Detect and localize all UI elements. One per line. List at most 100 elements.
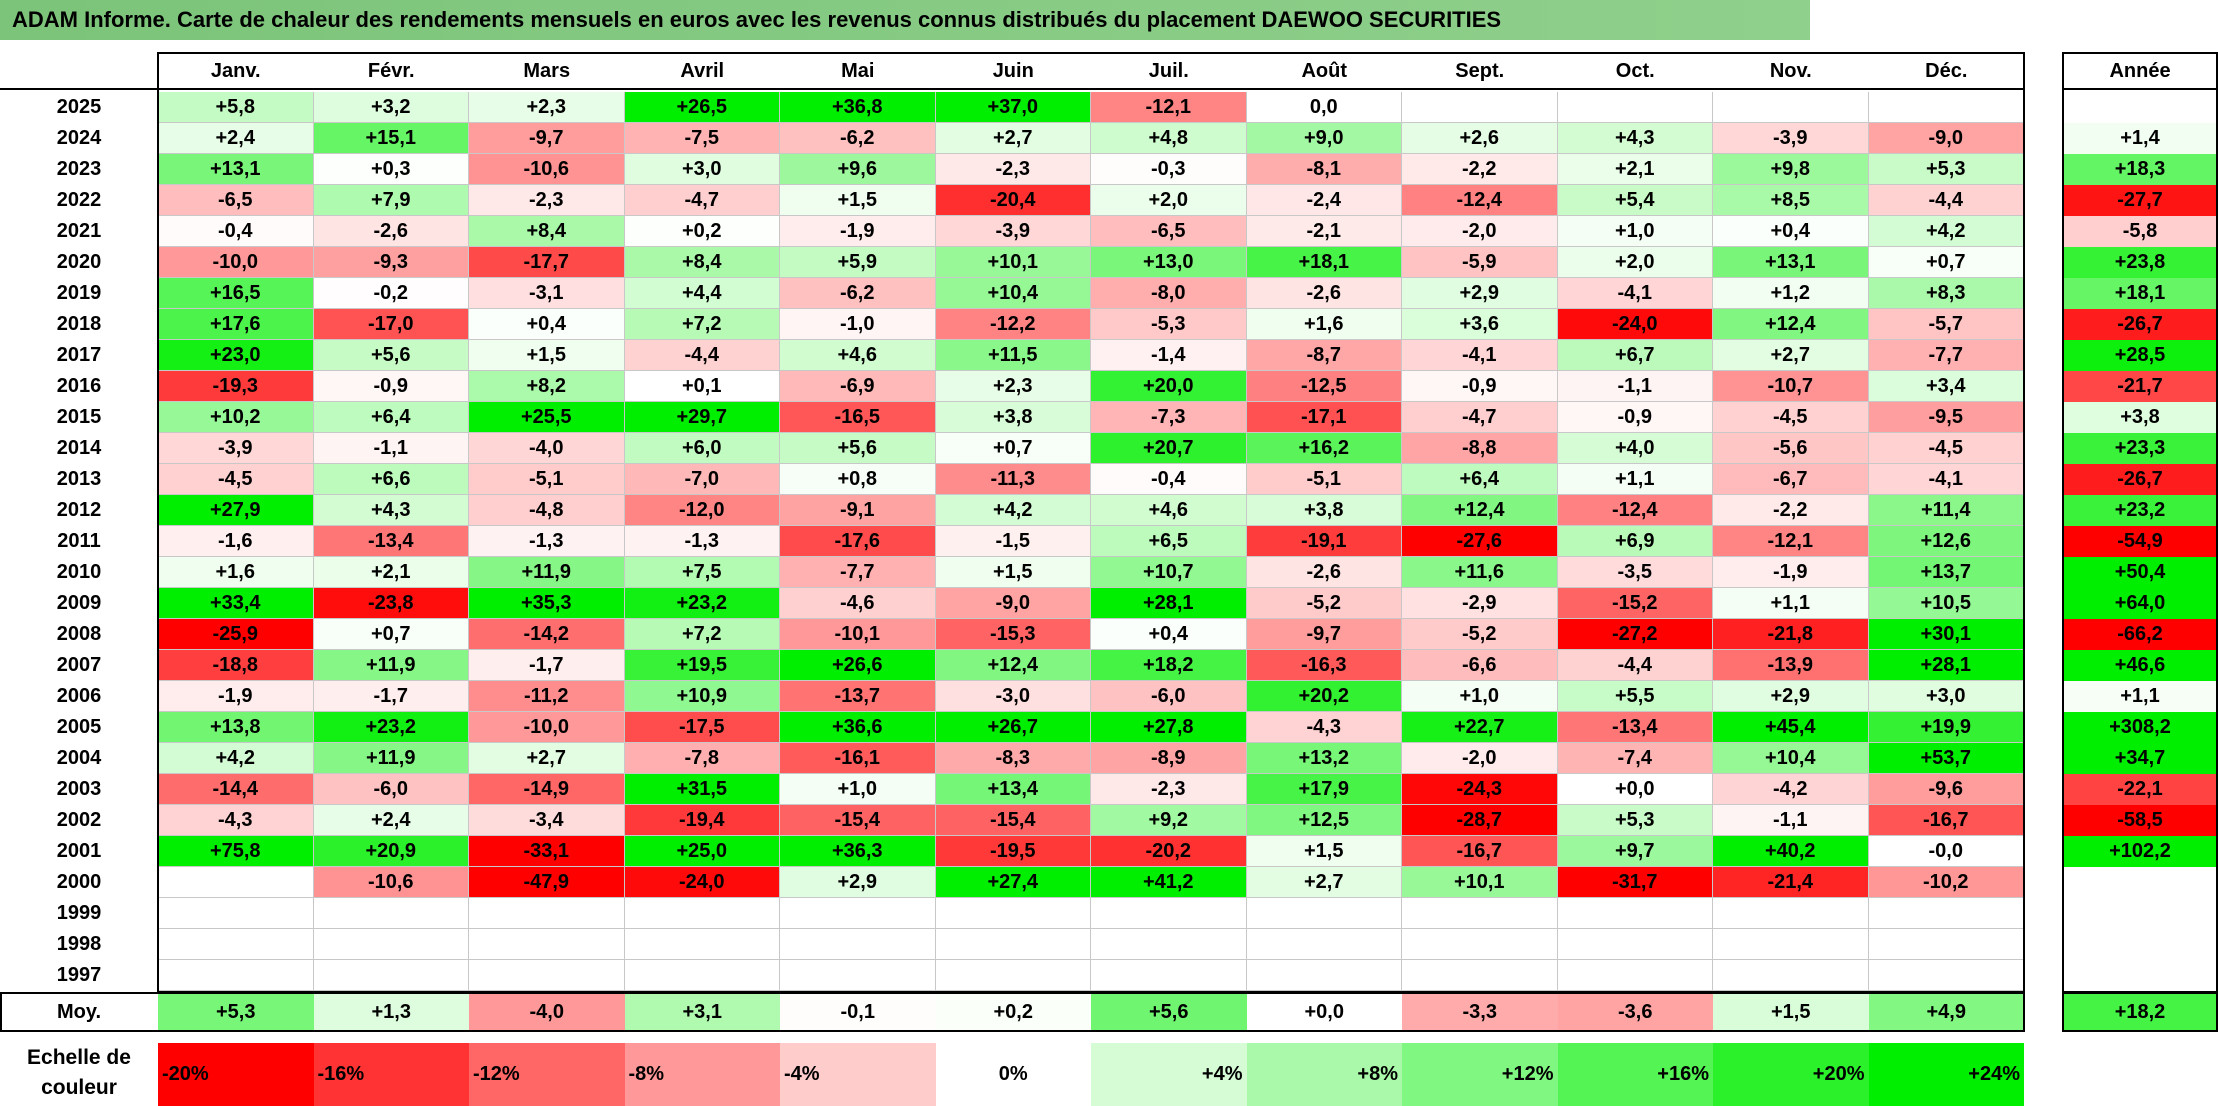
year-label: 1997 (0, 960, 158, 991)
heatmap-cell: -13,4 (1557, 712, 1713, 743)
heatmap-cell: -17,5 (624, 712, 780, 743)
heatmap-cell: +0,4 (469, 309, 625, 340)
heatmap-cell: -2,6 (313, 216, 469, 247)
heatmap-cell: +8,3 (1868, 278, 2024, 309)
legend-stop: -8% (624, 1043, 780, 1106)
heatmap-cell: -5,1 (469, 464, 625, 495)
heatmap-cell: +3,6 (1402, 309, 1558, 340)
annual-cell: +46,6 (2062, 650, 2218, 681)
heatmap-cell: +3,8 (935, 402, 1091, 433)
heatmap-cell: +10,5 (1868, 588, 2024, 619)
heatmap-cell: +16,2 (1246, 433, 1402, 464)
heatmap-cell: +5,9 (780, 247, 936, 278)
year-label: 2008 (0, 619, 158, 650)
heatmap-cell: +0,8 (780, 464, 936, 495)
heatmap-cell: -2,6 (1246, 557, 1402, 588)
heatmap-cell: +36,3 (780, 836, 936, 867)
heatmap-cell: +23,2 (313, 712, 469, 743)
heatmap-cell: +26,6 (780, 650, 936, 681)
heatmap-cell: -9,0 (1868, 123, 2024, 154)
heatmap-cell: -6,5 (158, 185, 314, 216)
column-header: Févr. (313, 52, 469, 90)
heatmap-cell: +2,9 (1713, 681, 1869, 712)
year-label: 2013 (0, 464, 158, 495)
heatmap-cell (1868, 960, 2024, 991)
heatmap-cell: +27,9 (158, 495, 314, 526)
heatmap-cell (1091, 898, 1247, 929)
average-cell: +1,5 (1713, 994, 1869, 1030)
heatmap-cell: -2,3 (1091, 774, 1247, 805)
heatmap-cell: +22,7 (1402, 712, 1558, 743)
heatmap-cell: +10,2 (158, 402, 314, 433)
heatmap-cell: -9,6 (1868, 774, 2024, 805)
heatmap-cell: -1,0 (780, 309, 936, 340)
heatmap-cell: +7,2 (624, 309, 780, 340)
heatmap-cell: -5,9 (1402, 247, 1558, 278)
heatmap-cell (624, 929, 780, 960)
heatmap-cell: -6,7 (1713, 464, 1869, 495)
heatmap-cell (1091, 960, 1247, 991)
heatmap-cell: +9,0 (1246, 123, 1402, 154)
heatmap-cell: +2,7 (1246, 867, 1402, 898)
legend-stop: +20% (1713, 1043, 1869, 1106)
heatmap-cell: -9,7 (1246, 619, 1402, 650)
heatmap-cell (1246, 960, 1402, 991)
heatmap-cell: -17,0 (313, 309, 469, 340)
heatmap-cell: +19,5 (624, 650, 780, 681)
year-column-header: Année (2062, 52, 2218, 90)
heatmap-cell: +0,1 (624, 371, 780, 402)
annual-cell (2062, 929, 2218, 960)
year-label: 2002 (0, 805, 158, 836)
heatmap-cell: -27,2 (1557, 619, 1713, 650)
heatmap-cell: -12,4 (1402, 185, 1558, 216)
column-header: Nov. (1713, 52, 1869, 90)
heatmap-cell (1713, 92, 1869, 123)
year-label: 2004 (0, 743, 158, 774)
heatmap-cell: -0,9 (1557, 402, 1713, 433)
heatmap-cell: +75,8 (158, 836, 314, 867)
heatmap-cell: -13,7 (780, 681, 936, 712)
heatmap-cell: +28,1 (1091, 588, 1247, 619)
heatmap-cell (1557, 92, 1713, 123)
heatmap-cell: -0,9 (1402, 371, 1558, 402)
heatmap-cell: -16,7 (1402, 836, 1558, 867)
heatmap-cell (1246, 929, 1402, 960)
heatmap-cell: +5,6 (780, 433, 936, 464)
heatmap-cell: +18,2 (1091, 650, 1247, 681)
heatmap-cell: +10,1 (935, 247, 1091, 278)
heatmap-cell: +6,9 (1557, 526, 1713, 557)
heatmap-cell: -20,4 (935, 185, 1091, 216)
heatmap-cell: +2,0 (1091, 185, 1247, 216)
heatmap-cell: +1,5 (1246, 836, 1402, 867)
heatmap-cell: +3,2 (313, 92, 469, 123)
year-label: 2016 (0, 371, 158, 402)
annual-cell: +308,2 (2062, 712, 2218, 743)
heatmap-cell: -16,3 (1246, 650, 1402, 681)
heatmap-cell: +41,2 (1091, 867, 1247, 898)
heatmap-cell: -5,1 (1246, 464, 1402, 495)
average-cell: +5,6 (1091, 994, 1247, 1030)
heatmap-cell: -12,4 (1557, 495, 1713, 526)
heatmap-cell: -20,2 (1091, 836, 1247, 867)
heatmap-cell: -14,4 (158, 774, 314, 805)
year-label: 2012 (0, 495, 158, 526)
heatmap-cell (1713, 929, 1869, 960)
heatmap-cell (1246, 898, 1402, 929)
heatmap-cell: -12,2 (935, 309, 1091, 340)
heatmap-cell: -10,2 (1868, 867, 2024, 898)
heatmap-cell (1868, 929, 2024, 960)
heatmap-cell: -7,3 (1091, 402, 1247, 433)
heatmap-cell: +10,4 (935, 278, 1091, 309)
column-header: Avril (624, 52, 780, 90)
heatmap-cell: -1,4 (1091, 340, 1247, 371)
column-header: Janv. (158, 52, 314, 90)
heatmap-cell: -16,5 (780, 402, 936, 433)
heatmap-cell: +2,7 (469, 743, 625, 774)
heatmap-cell: -3,5 (1557, 557, 1713, 588)
heatmap-cell (1713, 898, 1869, 929)
heatmap-cell (1402, 960, 1558, 991)
annual-cell: +18,3 (2062, 154, 2218, 185)
heatmap-cell: +20,7 (1091, 433, 1247, 464)
heatmap-cell: +25,0 (624, 836, 780, 867)
year-label: 2009 (0, 588, 158, 619)
